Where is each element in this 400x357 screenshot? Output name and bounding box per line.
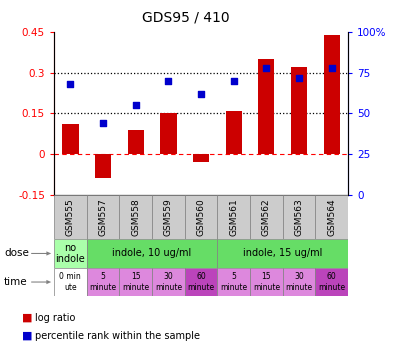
Point — [263, 65, 270, 71]
FancyBboxPatch shape — [119, 195, 152, 239]
Text: GSM562: GSM562 — [262, 198, 271, 236]
Text: 60
minute: 60 minute — [188, 272, 214, 292]
Text: 15
minute: 15 minute — [253, 272, 280, 292]
Bar — [258, 59, 274, 154]
Text: 0 min
ute: 0 min ute — [60, 272, 81, 292]
Point — [198, 91, 204, 97]
Point — [296, 75, 302, 80]
Text: no
indole: no indole — [56, 243, 85, 264]
FancyBboxPatch shape — [217, 239, 348, 268]
Text: GSM558: GSM558 — [131, 198, 140, 236]
FancyBboxPatch shape — [315, 195, 348, 239]
Bar — [95, 154, 111, 178]
FancyBboxPatch shape — [185, 268, 217, 296]
FancyBboxPatch shape — [283, 268, 315, 296]
FancyBboxPatch shape — [152, 268, 185, 296]
Text: GDS95 / 410: GDS95 / 410 — [142, 11, 230, 25]
Text: ■: ■ — [22, 313, 32, 323]
FancyBboxPatch shape — [87, 239, 217, 268]
FancyBboxPatch shape — [54, 268, 87, 296]
Point — [67, 81, 74, 87]
Bar — [226, 111, 242, 154]
Point — [230, 78, 237, 84]
Text: indole, 15 ug/ml: indole, 15 ug/ml — [243, 248, 322, 258]
Text: time: time — [4, 277, 28, 287]
Point — [100, 120, 106, 126]
Text: 5
minute: 5 minute — [90, 272, 116, 292]
FancyBboxPatch shape — [185, 195, 217, 239]
Text: GSM564: GSM564 — [327, 198, 336, 236]
Bar — [160, 114, 176, 154]
Text: 15
minute: 15 minute — [122, 272, 149, 292]
Text: log ratio: log ratio — [35, 313, 76, 323]
FancyBboxPatch shape — [315, 268, 348, 296]
FancyBboxPatch shape — [283, 195, 315, 239]
FancyBboxPatch shape — [217, 195, 250, 239]
FancyBboxPatch shape — [119, 268, 152, 296]
Bar — [128, 130, 144, 154]
Bar — [193, 154, 209, 162]
Point — [328, 65, 335, 71]
FancyBboxPatch shape — [87, 268, 119, 296]
Text: GSM560: GSM560 — [196, 198, 206, 236]
FancyBboxPatch shape — [152, 195, 185, 239]
Bar — [62, 124, 78, 154]
Text: GSM563: GSM563 — [294, 198, 304, 236]
Bar — [291, 67, 307, 154]
Point — [165, 78, 172, 84]
FancyBboxPatch shape — [87, 195, 119, 239]
FancyBboxPatch shape — [54, 195, 87, 239]
Text: 5
minute: 5 minute — [220, 272, 247, 292]
Text: GSM557: GSM557 — [98, 198, 108, 236]
FancyBboxPatch shape — [250, 195, 283, 239]
FancyBboxPatch shape — [54, 239, 87, 268]
Text: GSM555: GSM555 — [66, 198, 75, 236]
Text: 30
minute: 30 minute — [286, 272, 312, 292]
FancyBboxPatch shape — [217, 268, 250, 296]
FancyBboxPatch shape — [250, 268, 283, 296]
Text: ■: ■ — [22, 331, 32, 341]
Text: dose: dose — [4, 248, 29, 258]
Text: percentile rank within the sample: percentile rank within the sample — [35, 331, 200, 341]
Point — [132, 102, 139, 108]
Text: indole, 10 ug/ml: indole, 10 ug/ml — [112, 248, 192, 258]
Text: GSM561: GSM561 — [229, 198, 238, 236]
Text: 30
minute: 30 minute — [155, 272, 182, 292]
Bar — [324, 35, 340, 154]
Text: GSM559: GSM559 — [164, 198, 173, 236]
Text: 60
minute: 60 minute — [318, 272, 345, 292]
